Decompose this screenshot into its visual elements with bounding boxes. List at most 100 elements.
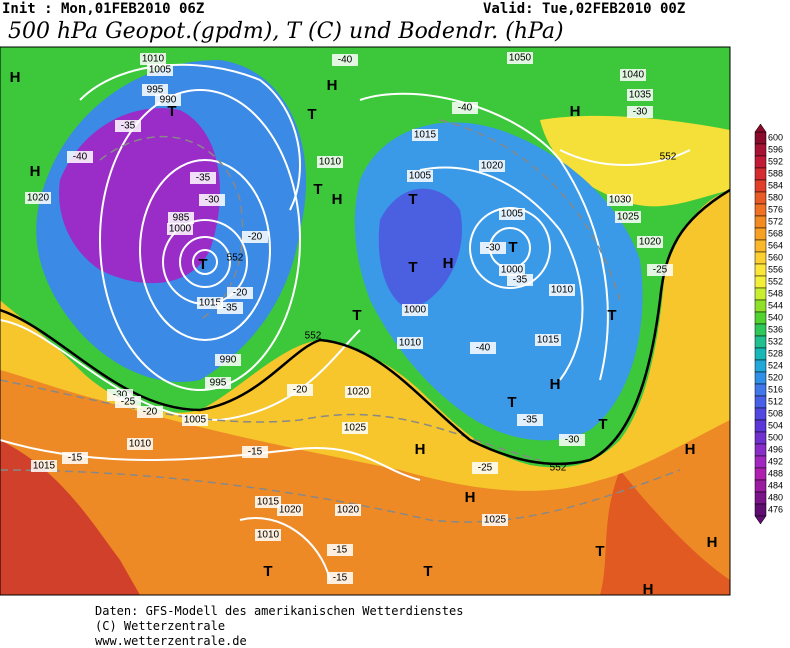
label-box — [402, 304, 428, 316]
contour-label: 552 — [550, 463, 567, 474]
colorbar-cell — [754, 491, 767, 505]
contour-label: -30 — [633, 107, 648, 118]
contour-label: 1020 — [279, 505, 302, 516]
contour-label: 990 — [220, 355, 237, 366]
colorbar-cell — [754, 335, 767, 349]
colorbar-label: 596 — [768, 144, 783, 154]
pressure-center: H — [443, 255, 454, 272]
pressure-center: T — [508, 239, 517, 256]
contour-label: 1025 — [617, 212, 640, 223]
colorbar-cell — [754, 419, 767, 433]
colorbar-arrow-bottom — [754, 515, 767, 525]
pressure-center: H — [10, 69, 21, 86]
contour-label: -35 — [196, 173, 211, 184]
contour-label: 1005 — [409, 171, 432, 182]
colorbar-label: 516 — [768, 384, 783, 394]
contour-label: 995 — [210, 378, 227, 389]
label-box — [342, 422, 368, 434]
pressure-center: H — [465, 489, 476, 506]
label-box — [647, 264, 673, 276]
colorbar-label: 564 — [768, 240, 783, 250]
colorbar-cell — [754, 311, 767, 325]
colorbar-cell — [754, 251, 767, 265]
contour-label: 1010 — [319, 157, 342, 168]
colorbar-label: 572 — [768, 216, 783, 226]
contour-label: -25 — [653, 265, 668, 276]
pressure-center: T — [607, 307, 616, 324]
contour-label: -30 — [113, 390, 128, 401]
label-box — [637, 236, 663, 248]
label-box — [627, 89, 653, 101]
contour-label: -40 — [73, 152, 88, 163]
colorbar-cell — [754, 215, 767, 229]
footer-source: Daten: GFS-Modell des amerikanischen Wet… — [95, 604, 463, 618]
colorbar-cell — [754, 347, 767, 361]
label-box — [255, 529, 281, 541]
contour-label: 990 — [160, 95, 177, 106]
label-box — [147, 64, 173, 76]
colorbar-label: 512 — [768, 396, 783, 406]
colorbar-label: 536 — [768, 324, 783, 334]
label-box — [287, 384, 313, 396]
label-box — [168, 212, 194, 224]
colorbar-cell — [754, 503, 767, 517]
label-box — [142, 84, 168, 96]
init-time: Init : Mon,01FEB2010 06Z — [2, 1, 204, 17]
contour-label: 1010 — [257, 530, 280, 541]
label-box — [25, 192, 51, 204]
pressure-center: T — [423, 563, 432, 580]
contour-label: 1020 — [27, 193, 50, 204]
label-box — [62, 452, 88, 464]
contour-label: 1050 — [509, 53, 532, 64]
colorbar-label: 588 — [768, 168, 783, 178]
valid-time: Valid: Tue,02FEB2010 00Z — [483, 1, 685, 17]
colorbar-label: 600 — [768, 132, 783, 142]
pressure-center: T — [507, 394, 516, 411]
label-box — [507, 52, 533, 64]
contour-label: -25 — [478, 463, 493, 474]
contour-label: 1005 — [501, 209, 524, 220]
contour-label: 552 — [305, 331, 322, 342]
colorbar-label: 524 — [768, 360, 783, 370]
label-box — [480, 242, 506, 254]
label-box — [345, 386, 371, 398]
contour-label: 1020 — [347, 387, 370, 398]
contour-label: 1010 — [142, 54, 165, 65]
contour-label: 995 — [147, 85, 164, 96]
colorbar-cell — [754, 443, 767, 457]
pressure-center: H — [707, 534, 718, 551]
colorbar-cell — [754, 359, 767, 373]
label-box — [559, 434, 585, 446]
label-box — [482, 514, 508, 526]
pressure-center: T — [595, 543, 604, 560]
label-box — [115, 120, 141, 132]
colorbar-cell — [754, 203, 767, 217]
label-box — [620, 69, 646, 81]
pressure-center: T — [263, 563, 272, 580]
552-line — [0, 188, 730, 466]
colorbar-cell — [754, 287, 767, 301]
colorbar-label: 496 — [768, 444, 783, 454]
pressure-center: T — [352, 307, 361, 324]
contour-label: 1030 — [609, 195, 632, 206]
label-box — [535, 334, 561, 346]
label-box — [217, 302, 243, 314]
contour-label: -35 — [513, 275, 528, 286]
label-box — [507, 274, 533, 286]
contour-label: 1015 — [257, 497, 280, 508]
pressure-center: H — [327, 77, 338, 94]
label-box — [227, 287, 253, 299]
colorbar-cell — [754, 131, 767, 145]
pressure-center: H — [685, 441, 696, 458]
contour-label: -30 — [205, 195, 220, 206]
colorbar-cell — [754, 239, 767, 253]
warm-field-east — [600, 470, 730, 595]
colorbar-cell — [754, 383, 767, 397]
map-title: 500 hPa Geopot.(gpdm), T (C) und Bodendr… — [8, 19, 564, 44]
label-box — [407, 170, 433, 182]
label-box — [215, 354, 241, 366]
contour-label: -15 — [333, 545, 348, 556]
colorbar-label: 476 — [768, 504, 783, 514]
colorbar-cell — [754, 323, 767, 337]
contour-label: 1025 — [344, 423, 367, 434]
